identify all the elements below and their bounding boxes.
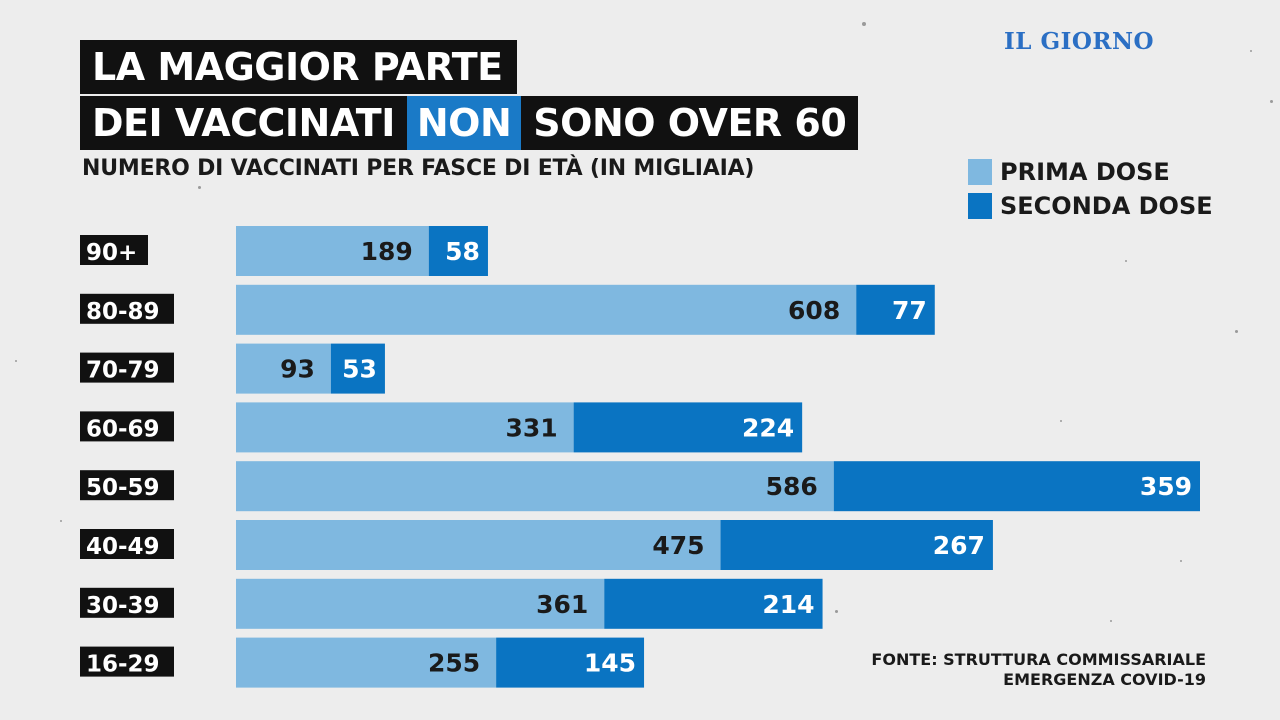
value-label-prima-dose: 586 [766,472,818,501]
value-label-seconda-dose: 267 [933,531,985,560]
value-label-prima-dose: 189 [361,237,413,266]
paper-speck [1180,560,1182,562]
value-label-seconda-dose: 58 [445,237,480,266]
legend-swatch-prima-dose [968,159,992,185]
category-label: 80-89 [86,299,160,325]
bar-prima-dose [236,637,497,688]
value-label-prima-dose: 331 [505,413,557,442]
bar-seconda-dose [573,402,803,453]
category-label-box [80,293,174,324]
category-label-box [80,235,148,265]
category-label: 30-39 [86,593,160,619]
category-label: 50-59 [86,475,160,501]
value-label-prima-dose: 93 [280,355,315,384]
category-label-box [80,646,174,677]
legend-label-seconda-dose: SECONDA DOSE [1000,192,1213,220]
paper-speck [1250,50,1252,52]
value-label-seconda-dose: 359 [1140,472,1192,501]
value-label-seconda-dose: 214 [762,590,814,619]
title-line-1: LA MAGGIOR PARTE [80,40,517,94]
category-label-box [80,352,174,383]
bar-prima-dose [236,226,429,276]
value-label-seconda-dose: 53 [342,355,377,384]
title-text-1: LA MAGGIOR PARTE [80,40,517,94]
paper-speck [1270,100,1273,103]
bar-prima-dose [236,402,574,453]
source-note: FONTE: STRUTTURA COMMISSARIALE EMERGENZA… [871,650,1206,690]
title-text-2-pre: DEI VACCINATI [80,96,407,150]
paper-speck [1060,420,1062,422]
category-label: 40-49 [86,534,160,560]
legend-swatch-seconda-dose [968,193,992,219]
paper-speck [862,22,866,26]
legend-label-prima-dose: PRIMA DOSE [1000,158,1170,186]
bar-seconda-dose [496,637,645,688]
bar-seconda-dose [856,284,935,335]
value-label-prima-dose: 255 [428,649,480,678]
bar-prima-dose [236,578,605,629]
title-text-2-post: SONO OVER 60 [521,96,859,150]
bar-seconda-dose [720,520,993,570]
category-label-box [80,411,174,442]
category-label: 60-69 [86,416,160,442]
title-highlight-non: NON [406,96,522,150]
paper-speck [1110,620,1112,622]
bar-prima-dose [236,461,834,512]
value-label-prima-dose: 361 [536,590,588,619]
paper-speck [198,186,201,189]
paper-speck [60,520,62,522]
bar-prima-dose [236,343,331,394]
brand-logo: IL GIORNO [1004,28,1155,55]
bar-seconda-dose [833,461,1200,512]
legend-item-prima-dose: PRIMA DOSE [968,158,1170,186]
bar-prima-dose [236,284,857,335]
source-line-1: FONTE: STRUTTURA COMMISSARIALE [871,650,1206,669]
bar-seconda-dose [604,578,823,629]
category-label-box [80,587,174,618]
category-label-box [80,470,174,501]
category-label: 90+ [86,240,137,266]
value-label-seconda-dose: 145 [584,649,636,678]
category-label-box [80,529,174,559]
value-label-seconda-dose: 77 [892,296,927,325]
paper-speck [835,610,838,613]
value-label-prima-dose: 608 [788,296,840,325]
bar-prima-dose [236,520,721,570]
title-line-2: DEI VACCINATI NON SONO OVER 60 [80,96,859,150]
bar-seconda-dose [428,226,488,276]
chart-subtitle: NUMERO DI VACCINATI PER FASCE DI ETÀ (IN… [82,156,755,181]
paper-speck [1235,330,1238,333]
source-line-2: EMERGENZA COVID-19 [1003,670,1206,689]
bar-seconda-dose [330,343,385,394]
value-label-prima-dose: 475 [652,531,704,560]
paper-speck [15,360,17,362]
category-label: 70-79 [86,358,160,384]
legend-item-seconda-dose: SECONDA DOSE [968,192,1213,220]
value-label-seconda-dose: 224 [742,413,794,442]
paper-speck [1125,260,1127,262]
category-label: 16-29 [86,652,160,678]
